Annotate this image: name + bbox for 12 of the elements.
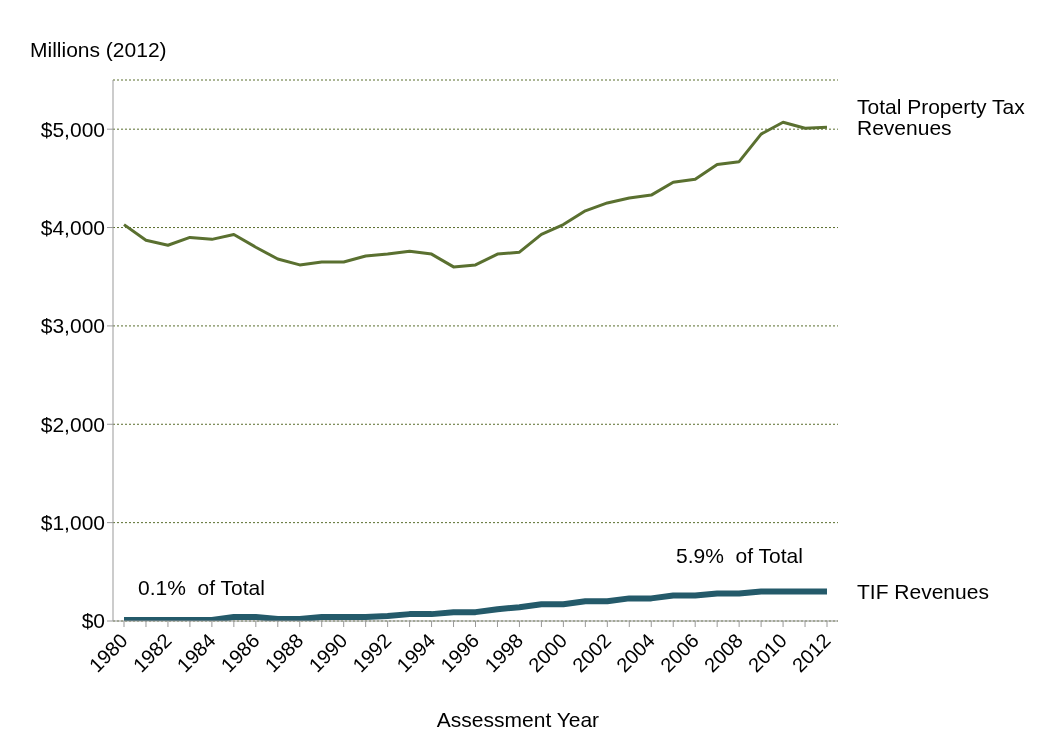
- x-axis-title: Assessment Year: [435, 708, 601, 732]
- y-tick-label: $2,000: [40, 412, 105, 436]
- y-tick-label: $4,000: [40, 216, 105, 239]
- series-label: TIF Revenues: [857, 579, 989, 603]
- series-label: Total Property Tax Revenues: [857, 95, 1026, 140]
- y-tick-label: $3,000: [40, 314, 105, 338]
- y-tick-label: $5,000: [40, 117, 105, 141]
- annotation: 0.1% of Total: [138, 576, 265, 600]
- y-axis-title: Millions (2012): [30, 38, 167, 62]
- y-tick-label: $1,000: [40, 511, 105, 535]
- annotation: 5.9% of Total: [676, 544, 803, 568]
- y-tick-label: $0: [81, 609, 105, 633]
